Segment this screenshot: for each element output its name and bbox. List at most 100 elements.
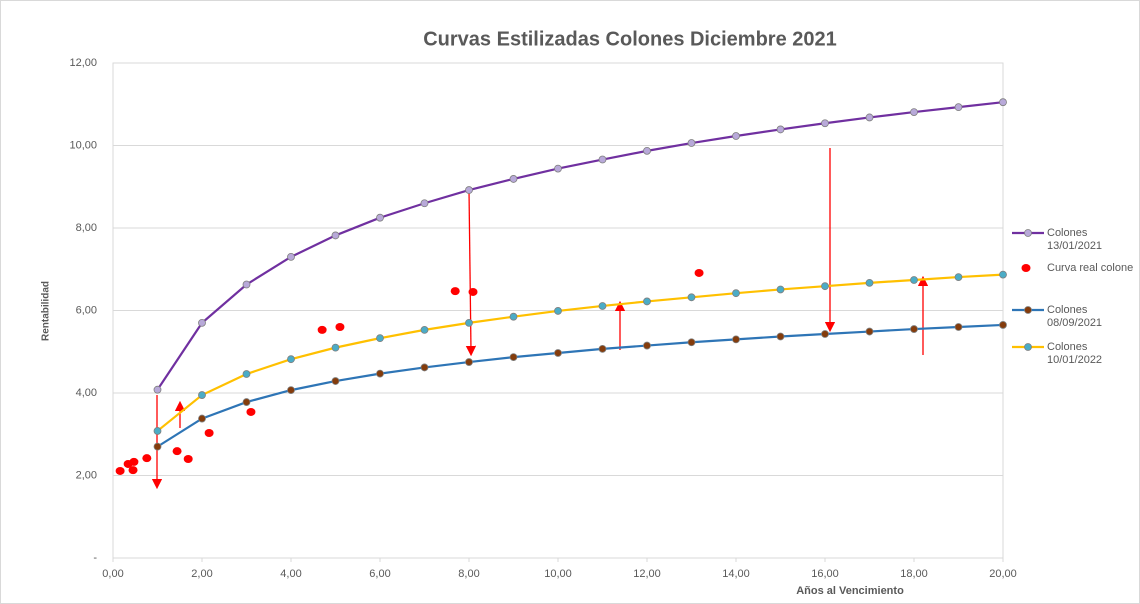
point — [865, 278, 874, 287]
annotation-arrows — [151, 148, 929, 490]
point — [776, 332, 785, 341]
point — [376, 369, 384, 378]
point — [821, 330, 829, 338]
series-line — [156, 323, 1004, 448]
legend-marker — [1024, 229, 1032, 237]
point — [331, 343, 340, 352]
x-tick-label: 16,00 — [811, 568, 839, 580]
chart-title: Curvas Estilizadas Colones Diciembre 202… — [423, 28, 837, 50]
legend-marker — [1021, 264, 1031, 272]
point — [376, 334, 384, 343]
point — [242, 370, 251, 378]
point — [420, 325, 429, 334]
y-tick-label: - — [93, 552, 97, 564]
point — [999, 270, 1007, 279]
point — [687, 139, 696, 147]
point — [643, 341, 651, 350]
legend-marker — [1024, 343, 1032, 351]
legend-label: Colones 13/01/2021 — [1047, 227, 1103, 252]
x-tick-label: 12,00 — [633, 568, 661, 580]
point — [910, 276, 918, 284]
point — [242, 398, 251, 406]
point — [509, 353, 518, 362]
point — [776, 125, 785, 134]
x-tick-label: 14,00 — [722, 568, 750, 580]
point — [554, 307, 562, 315]
point — [643, 297, 651, 306]
point — [204, 429, 214, 438]
y-tick-label: 10,00 — [69, 139, 97, 151]
point — [420, 199, 429, 208]
x-axis-title: Años al Vencimiento — [796, 585, 904, 597]
y-tick-label: 12,00 — [69, 57, 97, 69]
point — [468, 287, 478, 296]
point — [172, 447, 182, 456]
point — [183, 455, 193, 463]
point — [198, 318, 206, 327]
point — [246, 407, 256, 416]
point — [687, 338, 696, 347]
point — [554, 349, 562, 357]
point — [115, 466, 125, 475]
point — [198, 414, 206, 423]
point — [999, 321, 1007, 329]
point — [287, 252, 295, 261]
x-tick-label: 0,00 — [102, 568, 123, 580]
point — [317, 325, 327, 334]
point — [420, 363, 429, 372]
point — [331, 231, 340, 240]
y-tick-label: 8,00 — [76, 222, 97, 234]
point — [153, 385, 162, 394]
x-tick-label: 2,00 — [191, 568, 212, 580]
point — [129, 457, 139, 466]
point — [598, 302, 607, 310]
y-tick-label: 6,00 — [76, 304, 97, 316]
y-axis-title: Rentabilidad — [41, 281, 52, 341]
point — [335, 323, 345, 331]
x-tick-label: 10,00 — [544, 568, 572, 580]
point — [598, 344, 607, 353]
y-tick-label: 2,00 — [76, 469, 97, 481]
legend-label: Colones 10/01/2022 — [1047, 341, 1103, 366]
point — [732, 289, 740, 298]
x-tick-label: 4,00 — [280, 568, 301, 580]
point — [465, 186, 473, 194]
x-tick-label: 20,00 — [989, 568, 1017, 580]
point — [509, 312, 518, 321]
point — [331, 377, 340, 385]
point — [910, 325, 918, 333]
point — [999, 98, 1007, 107]
point — [643, 146, 651, 155]
point — [865, 327, 874, 336]
point — [376, 213, 384, 222]
point — [128, 466, 138, 475]
point — [776, 285, 785, 294]
point — [242, 280, 251, 289]
point — [450, 287, 460, 296]
point — [153, 427, 162, 435]
legend-label: Curva real colone — [1047, 262, 1134, 274]
x-tick-label: 6,00 — [369, 568, 390, 580]
point — [954, 103, 963, 112]
point — [954, 273, 963, 281]
x-tick-label: 8,00 — [458, 568, 479, 580]
point — [954, 323, 963, 331]
point — [732, 132, 740, 140]
point — [198, 391, 206, 399]
point — [142, 454, 152, 463]
legend-label: Colones 08/09/2021 — [1047, 304, 1103, 329]
point — [287, 355, 295, 364]
point — [287, 386, 295, 395]
point — [687, 293, 696, 302]
point — [465, 318, 473, 327]
point — [153, 442, 162, 451]
series-line — [156, 101, 1004, 391]
point — [509, 175, 518, 183]
point — [821, 282, 829, 291]
point — [554, 164, 562, 173]
point — [598, 155, 607, 164]
point — [694, 268, 704, 277]
series-line — [156, 273, 1004, 432]
